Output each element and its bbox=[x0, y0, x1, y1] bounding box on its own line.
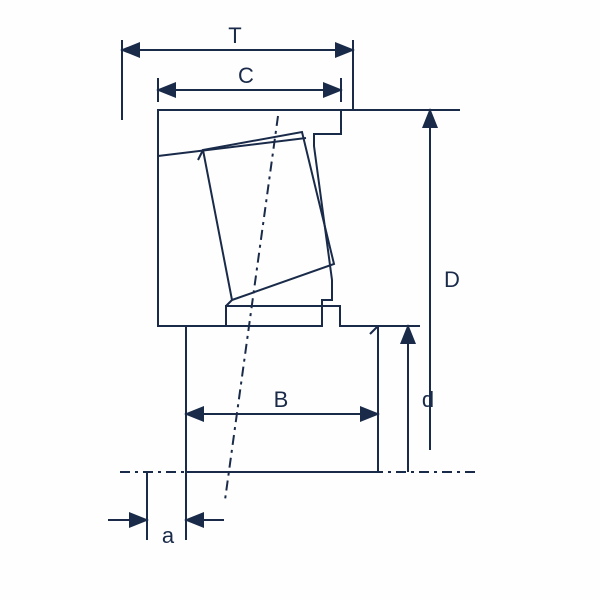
drawing-svg bbox=[0, 0, 600, 600]
label-d: d bbox=[422, 387, 434, 413]
tapered-roller bbox=[203, 132, 334, 300]
bearing-axis-centerline bbox=[225, 116, 278, 500]
outer-race-inner-top bbox=[158, 138, 306, 156]
label-a: a bbox=[162, 523, 174, 549]
label-C: C bbox=[238, 63, 254, 89]
label-D: D bbox=[444, 267, 460, 293]
label-T: T bbox=[228, 23, 241, 49]
label-B: B bbox=[274, 387, 289, 413]
bearing-cross-section-diagram: T C B a D d bbox=[0, 0, 600, 600]
